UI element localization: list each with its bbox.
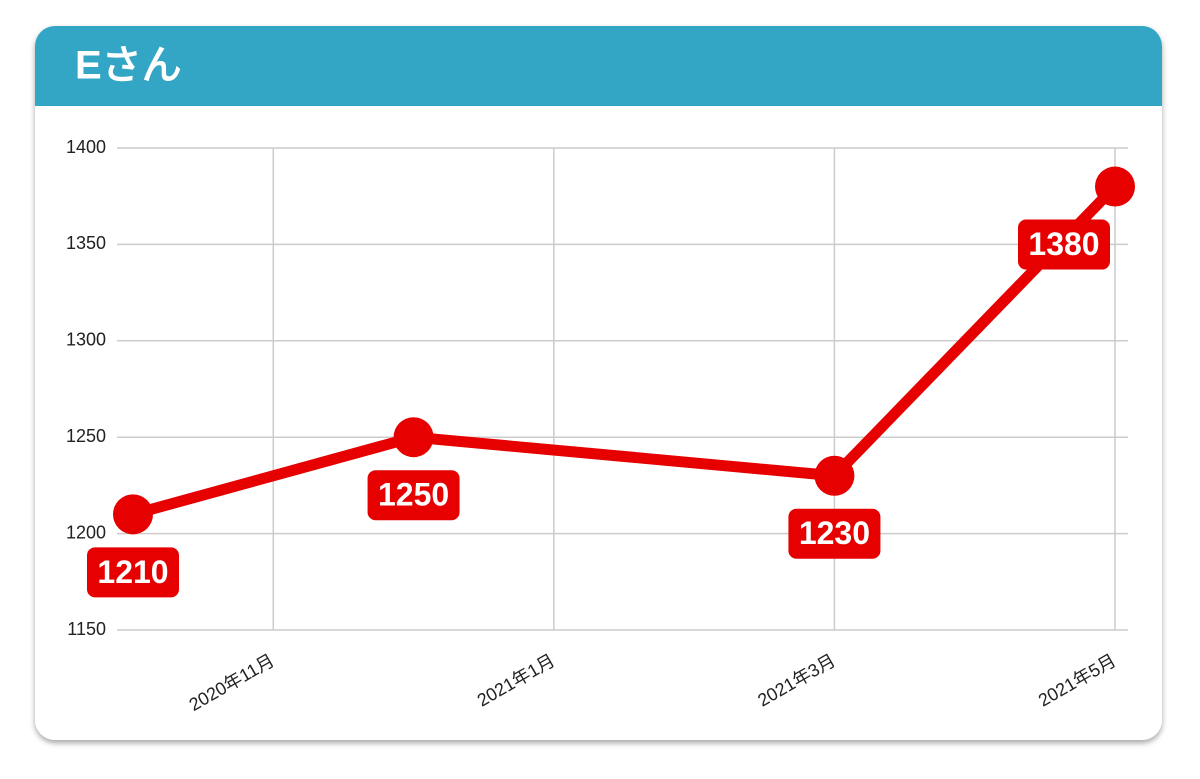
card-header	[35, 26, 1162, 106]
data-label: 1210	[87, 547, 179, 598]
data-label-box	[1018, 219, 1110, 270]
data-label-box	[788, 508, 881, 559]
data-point	[814, 455, 855, 496]
data-line	[131, 182, 1119, 520]
y-tick-label: 1400	[66, 137, 106, 157]
y-tick-label: 1250	[66, 426, 106, 446]
y-tick-label: 1350	[66, 233, 106, 253]
data-label-text: 1210	[97, 554, 168, 590]
data-label-box	[367, 470, 460, 521]
data-label: 1230	[788, 508, 881, 559]
data-label-text: 1230	[799, 515, 870, 551]
data-label-text: 1250	[378, 477, 449, 513]
data-label-box	[87, 547, 179, 598]
data-label: 1380	[1018, 219, 1110, 270]
data-point	[1095, 166, 1135, 207]
y-tick-label: 1300	[66, 330, 106, 350]
data-point	[113, 494, 153, 535]
data-label: 1250	[367, 470, 460, 521]
card	[35, 26, 1162, 740]
chart-title: Eさん	[75, 44, 182, 88]
data-point	[393, 417, 434, 458]
data-label-text: 1380	[1028, 226, 1099, 262]
y-tick-label: 1200	[66, 522, 106, 542]
y-tick-label: 1150	[67, 619, 106, 639]
